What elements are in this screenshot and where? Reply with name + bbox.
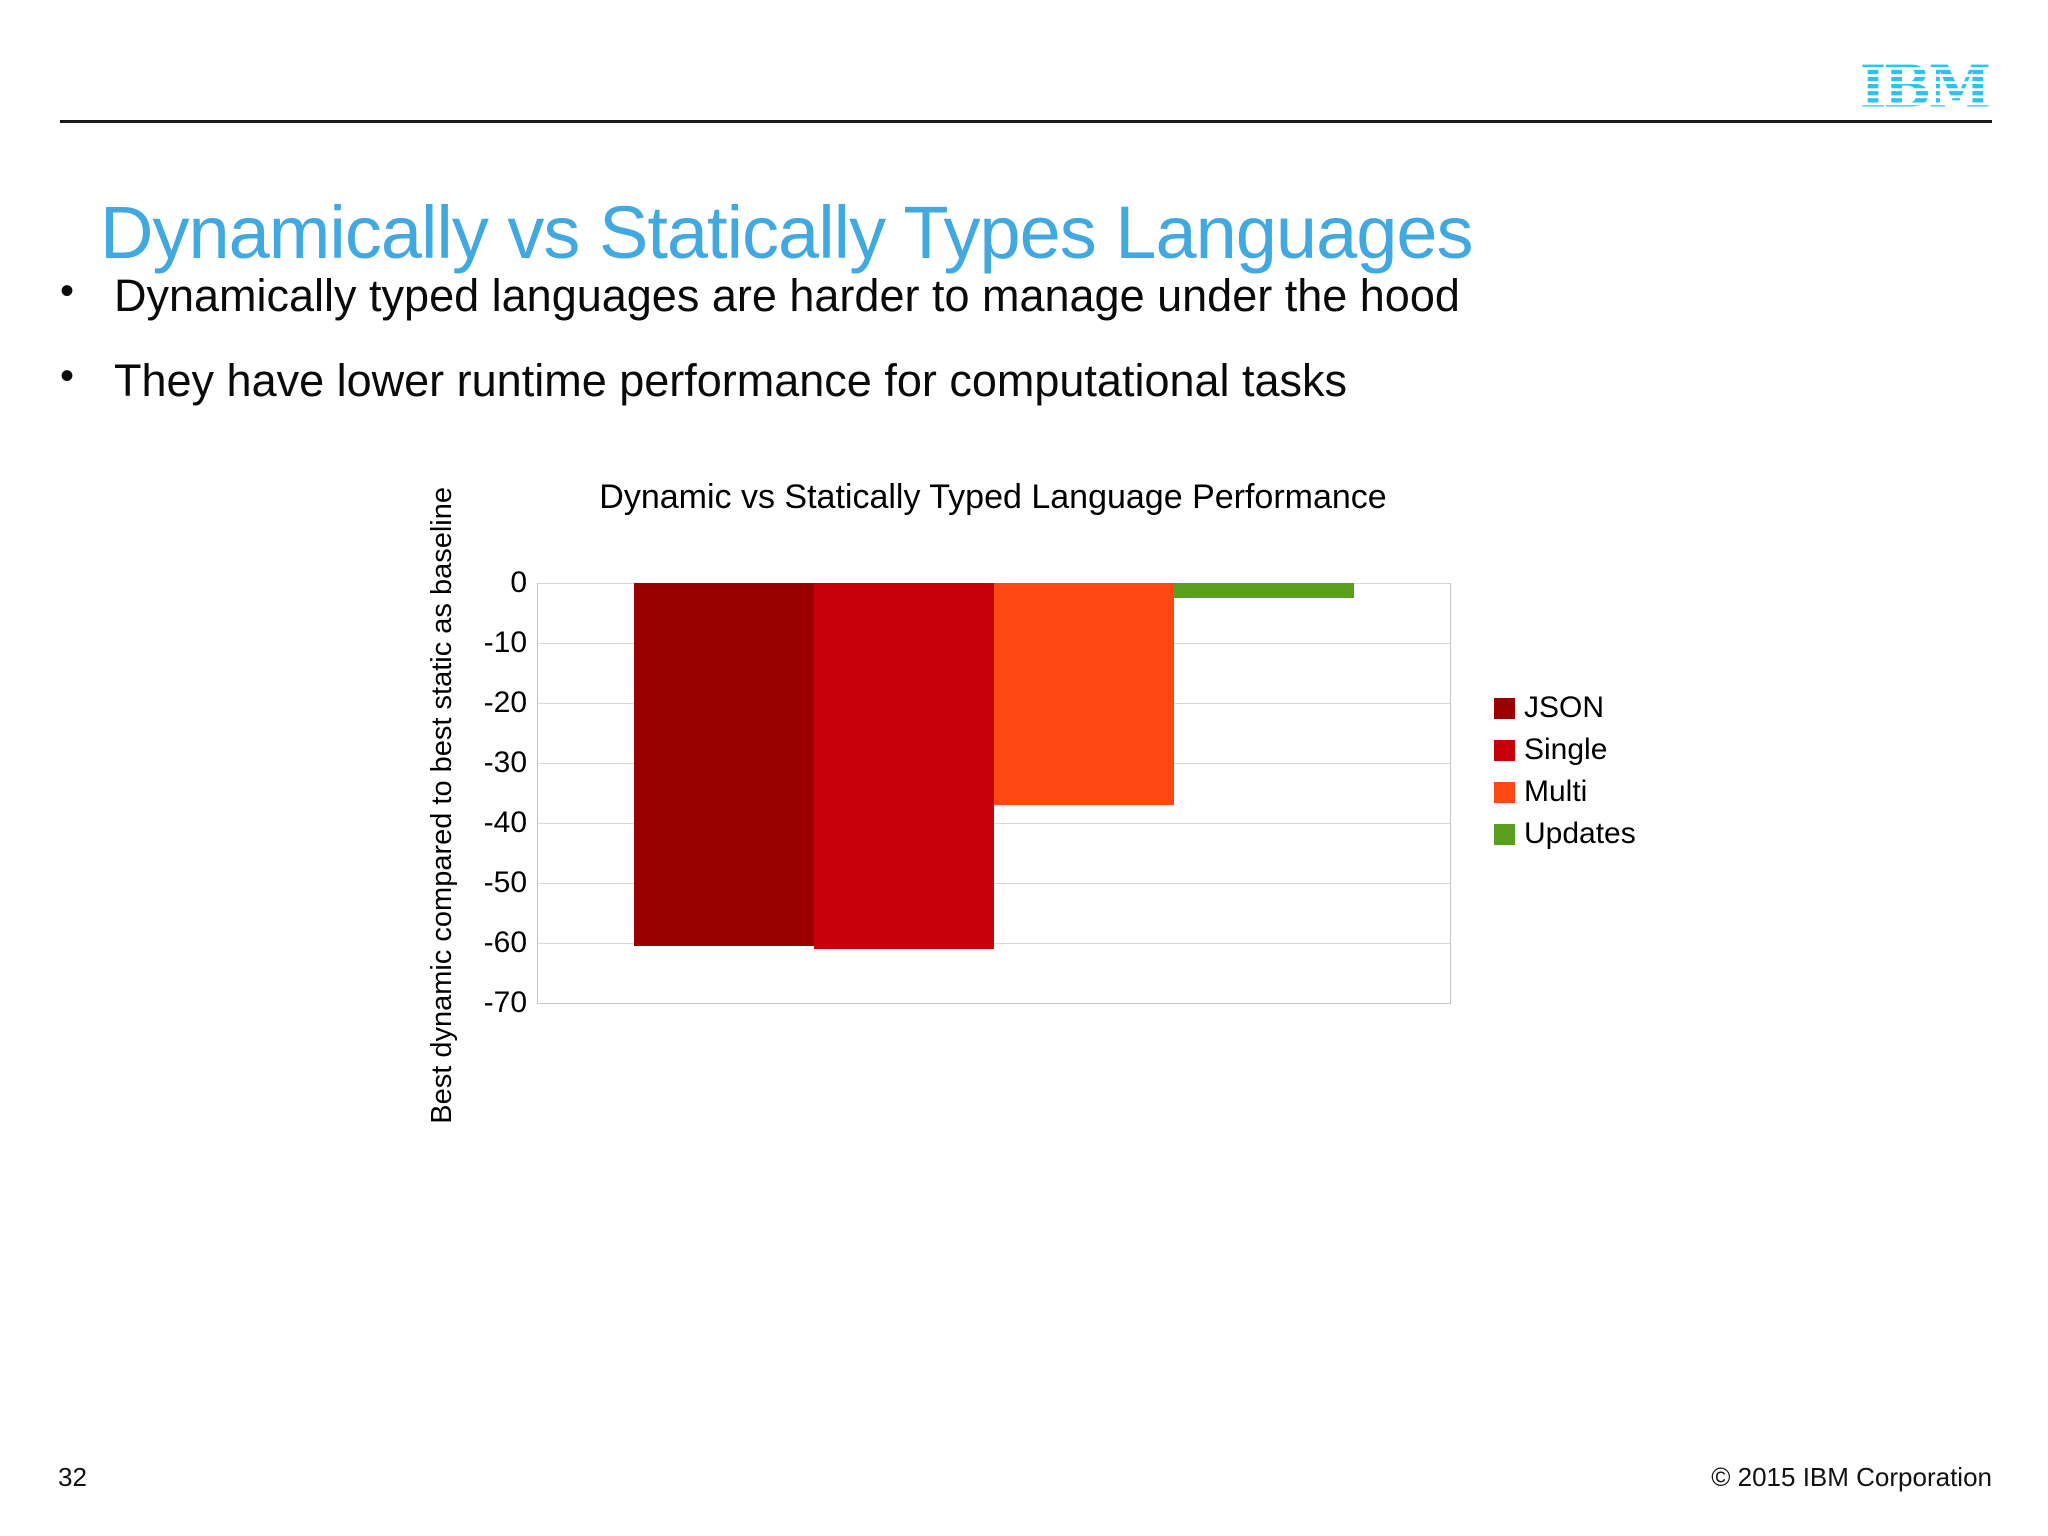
y-tick-label: -20: [483, 686, 527, 719]
bar-multi: [994, 583, 1174, 805]
ibm-logo-icon: IBM: [1860, 55, 1992, 118]
chart-legend: JSON Single Multi Updates: [1494, 687, 1636, 855]
bar-json: [634, 583, 814, 946]
bar-updates: [1174, 583, 1354, 598]
legend-label: Updates: [1524, 817, 1636, 850]
page-number: 32: [58, 1462, 87, 1492]
legend-swatch: [1494, 823, 1515, 845]
bullet-item: Dynamically typed languages are harder t…: [58, 266, 1938, 324]
gridline: [538, 883, 1450, 884]
y-tick-label: -50: [483, 866, 527, 899]
page-title: Dynamically vs Statically Types Language…: [100, 190, 1474, 274]
chart-title: Dynamic vs Statically Typed Language Per…: [599, 478, 1387, 516]
y-tick-label: -30: [483, 746, 527, 779]
y-tick-label: -40: [483, 806, 527, 839]
copyright: © 2015 IBM Corporation: [1711, 1462, 1992, 1492]
header-rule: [60, 120, 1992, 123]
legend-label: Multi: [1524, 775, 1588, 808]
y-tick-label: -60: [483, 926, 527, 959]
legend-item: JSON: [1494, 687, 1636, 729]
y-tick-label: -70: [483, 986, 527, 1019]
gridline: [538, 943, 1450, 944]
bar-single: [814, 583, 994, 949]
legend-item: Multi: [1494, 771, 1636, 813]
legend-item: Single: [1494, 729, 1636, 771]
legend-swatch: [1494, 781, 1515, 803]
y-tick-label: 0: [510, 566, 527, 599]
legend-label: JSON: [1524, 691, 1605, 724]
legend-label: Single: [1524, 733, 1608, 766]
legend-swatch: [1494, 739, 1515, 761]
bullet-list: Dynamically typed languages are harder t…: [58, 266, 1938, 439]
y-tick-label: -10: [483, 626, 527, 659]
y-axis-ticks: 0 -10 -20 -30 -40 -50 -60 -70: [420, 460, 527, 1120]
chart: Dynamic vs Statically Typed Language Per…: [420, 460, 1680, 1123]
ibm-logo-text: IBM: [1860, 55, 1990, 118]
legend-item: Updates: [1494, 813, 1636, 855]
gridline: [538, 823, 1450, 824]
plot-area: [537, 583, 1451, 1004]
bullet-item: They have lower runtime performance for …: [58, 351, 1938, 409]
legend-swatch: [1494, 697, 1515, 719]
